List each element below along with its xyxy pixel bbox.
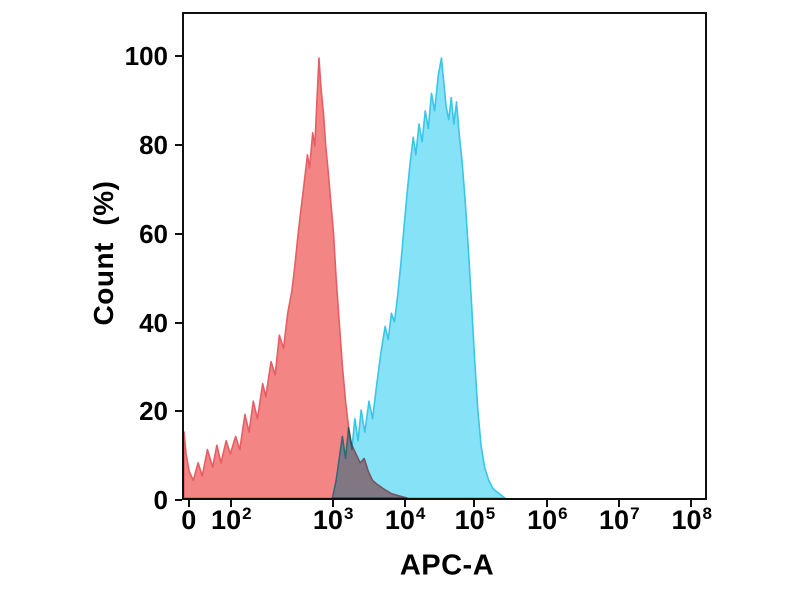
y-axis-title: Count (%) [88,180,119,326]
x-tick-label-102: 102 [211,504,252,535]
y-tick-mark-60 [175,232,182,235]
x-tick-mark-105 [473,500,476,507]
y-tick-label-100: 100 [124,41,168,72]
y-tick-mark-80 [175,144,182,147]
histogram-svg [184,57,506,498]
x-tick-label-108: 108 [671,504,713,535]
x-tick-mark-108 [690,500,693,507]
y-tick-mark-100 [175,55,182,58]
x-tick-label-107: 107 [599,504,640,535]
y-tick-label-80: 80 [139,130,168,161]
x-tick-label-106: 106 [527,504,568,535]
x-tick-label-103: 103 [312,504,354,535]
x-axis-title: APC-A [399,549,495,582]
x-tick-mark-0 [187,500,190,507]
y-tick-label-40: 40 [139,307,168,338]
plot-area [182,12,707,500]
y-tick-label-0: 0 [153,485,168,515]
y-tick-mark-0 [175,499,182,501]
cyan-histogram-area [331,57,506,498]
x-tick-mark-102 [229,500,232,507]
x-tick-mark-107 [617,500,620,507]
x-tick-mark-103 [331,500,334,507]
y-tick-label-60: 60 [139,218,168,249]
y-tick-mark-40 [175,321,182,324]
y-tick-mark-20 [175,410,182,413]
x-tick-label-105: 105 [454,504,496,535]
x-tick-mark-104 [403,500,406,507]
y-tick-label-20: 20 [139,396,168,427]
x-tick-label-0: 0 [181,505,197,535]
x-tick-mark-106 [545,500,548,507]
x-tick-label-104: 104 [384,504,426,535]
